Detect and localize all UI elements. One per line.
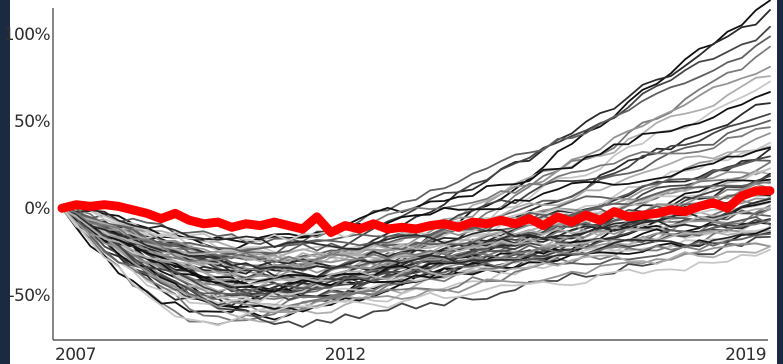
- x-tick-label: 2019: [725, 345, 766, 364]
- series-line-61: [61, 207, 771, 264]
- left-edge-strip: [0, 0, 10, 364]
- series-line-51: [61, 207, 771, 301]
- series-line-59: [61, 207, 771, 328]
- x-axis-ticks: 2007 2012 2019: [55, 345, 767, 364]
- series-line-13: [61, 126, 771, 258]
- series-line-58: [61, 207, 771, 271]
- y-tick-label: 100%: [4, 25, 51, 45]
- y-tick-label: 50%: [14, 112, 50, 132]
- series-line-50: [61, 207, 771, 251]
- series-line-64: [61, 207, 771, 327]
- right-edge-strip: [777, 0, 783, 364]
- y-tick-label: 0%: [24, 199, 50, 219]
- highlight-series-group: [57, 186, 775, 237]
- series-line-63: [61, 207, 771, 286]
- series-line-53: [61, 207, 771, 322]
- x-tick-label: 2012: [325, 345, 366, 364]
- highlight-series-line: [57, 186, 775, 237]
- background-series-group: [61, 0, 771, 328]
- series-line-62: [61, 207, 771, 314]
- x-tick-label: 2007: [55, 345, 96, 364]
- y-tick-label: -50%: [8, 286, 50, 306]
- y-axis-ticks: 100% 50% 0% -50%: [4, 25, 51, 306]
- series-line-3: [61, 25, 771, 301]
